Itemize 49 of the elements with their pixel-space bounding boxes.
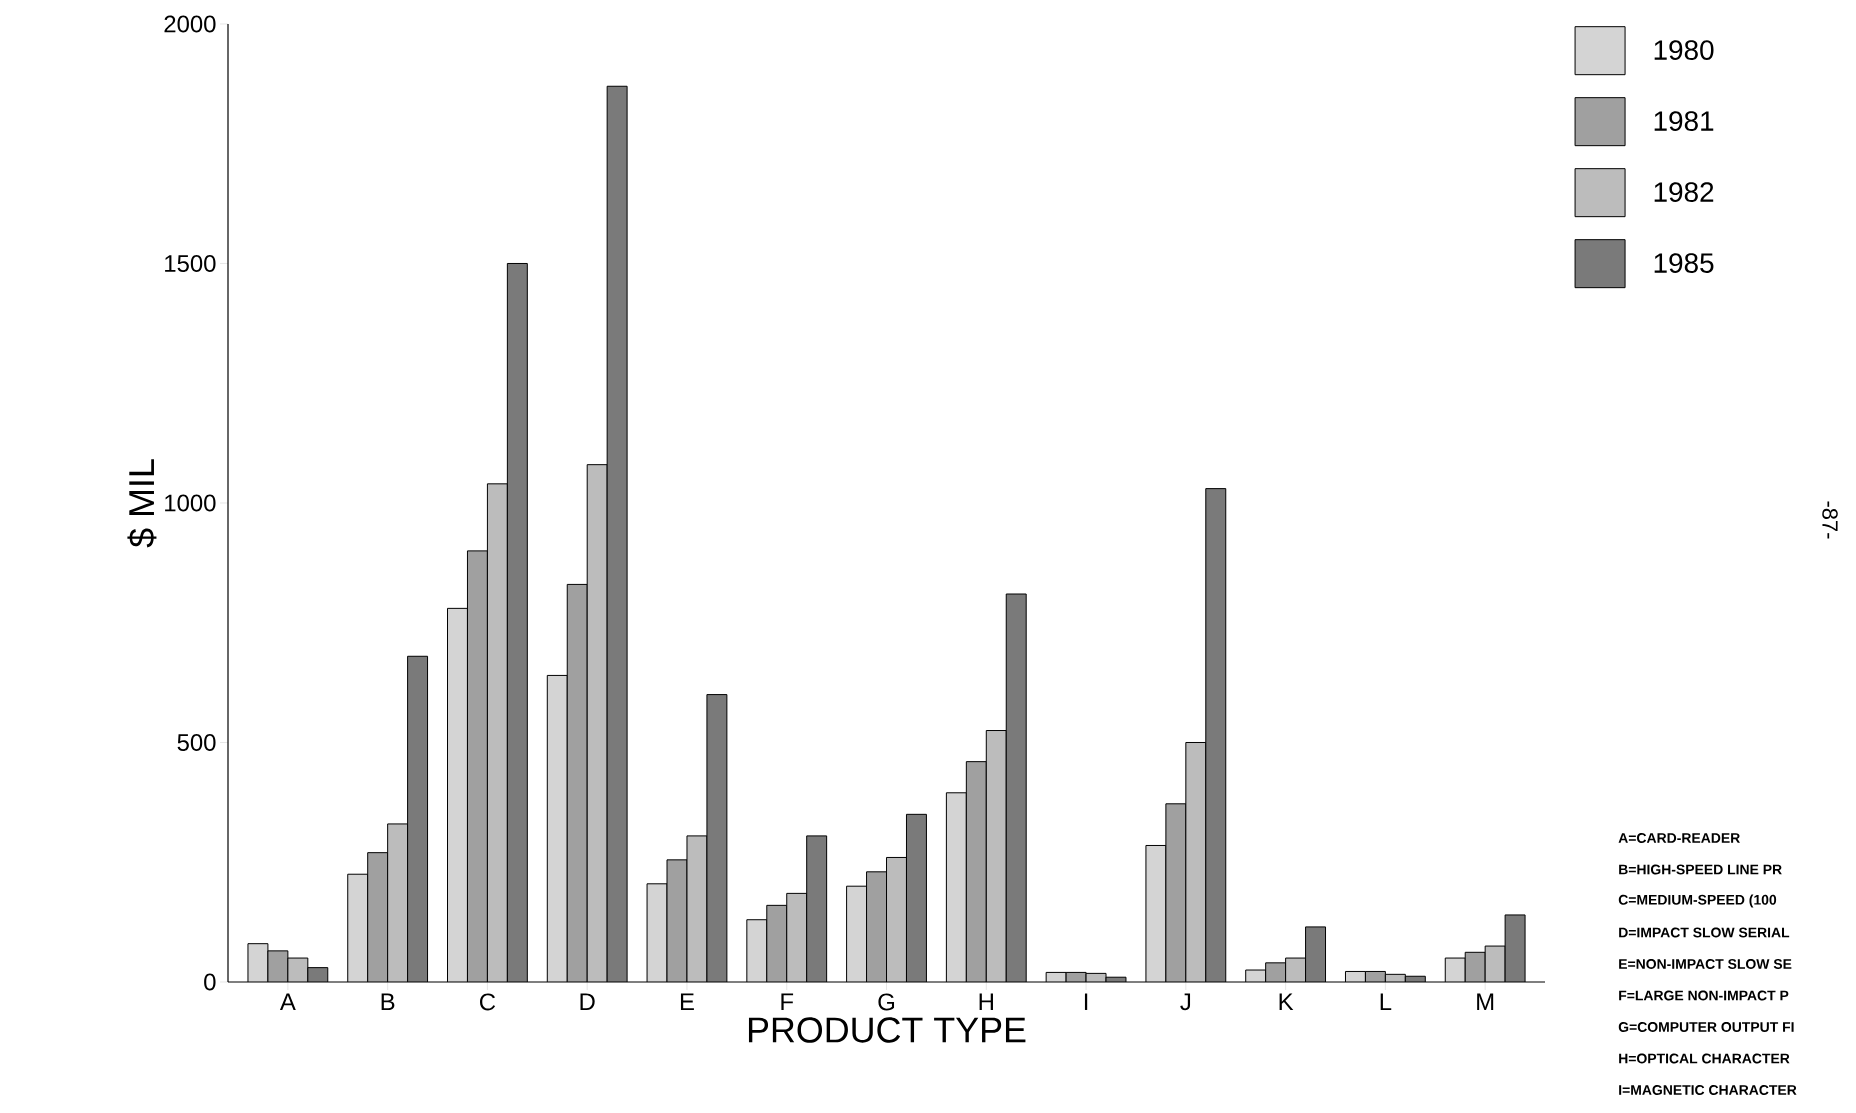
bar [1305, 926, 1326, 982]
x-tick-label: I [1084, 993, 1088, 1010]
bar [906, 814, 927, 982]
x-tick-label: F [781, 993, 794, 1010]
x-tick-label: D [580, 993, 595, 1010]
y-tick-label: 1000 [165, 494, 216, 512]
text: B=HIGH-SPEED LINE PR [1619, 864, 1782, 875]
legend-label: 1980 [1654, 40, 1714, 60]
x-tick-label: M [1477, 993, 1494, 1010]
x-tick-label: J [1180, 993, 1191, 1011]
bar [806, 835, 827, 982]
x-tick-label: E [680, 993, 694, 1010]
text: C=MEDIUM-SPEED (100 [1618, 894, 1777, 908]
text: F=LARGE NON-IMPACT P [1619, 990, 1789, 1001]
x-tick-label: H [979, 993, 993, 1010]
x-tick-label: G [878, 993, 895, 1011]
bar [946, 792, 967, 982]
legend-label: 1985 [1654, 253, 1714, 273]
text: H=OPTICAL CHARACTER [1619, 1053, 1790, 1064]
y-tick-label: 0 [204, 973, 216, 991]
bar [407, 656, 428, 982]
text: -87- [1822, 501, 1838, 539]
x-tick-label: L [1380, 993, 1392, 1010]
y-tick-label: 1500 [165, 255, 216, 272]
bar [1006, 594, 1027, 982]
y-axis-title: $ MIL [127, 459, 157, 548]
bar [547, 675, 568, 982]
text: I=MAGNETIC CHARACTER [1619, 1085, 1797, 1095]
y-tick-label: 2000 [164, 15, 216, 33]
x-tick-label: K [1279, 993, 1294, 1010]
x-tick-label: A [279, 993, 296, 1010]
x-tick-label: C [480, 993, 496, 1011]
bar [706, 694, 727, 982]
legend-label: 1982 [1654, 182, 1714, 202]
bar [846, 886, 867, 982]
text: G=COMPUTER OUTPUT FI [1618, 1022, 1794, 1032]
bar [746, 919, 767, 982]
bar [507, 263, 528, 982]
text: A=CARD-READER [1618, 833, 1740, 843]
bar [1205, 488, 1226, 982]
legend-label: 1981 [1654, 111, 1714, 131]
bar [607, 86, 628, 982]
x-axis-title: PRODUCT TYPE [748, 1017, 1026, 1043]
bar [447, 608, 468, 982]
text: D=IMPACT SLOW SERIAL [1619, 927, 1790, 938]
x-tick-label: B [381, 993, 395, 1010]
y-tick-label: 500 [177, 734, 216, 751]
bar [347, 874, 368, 982]
text: E=NON-IMPACT SLOW SE [1619, 959, 1792, 969]
